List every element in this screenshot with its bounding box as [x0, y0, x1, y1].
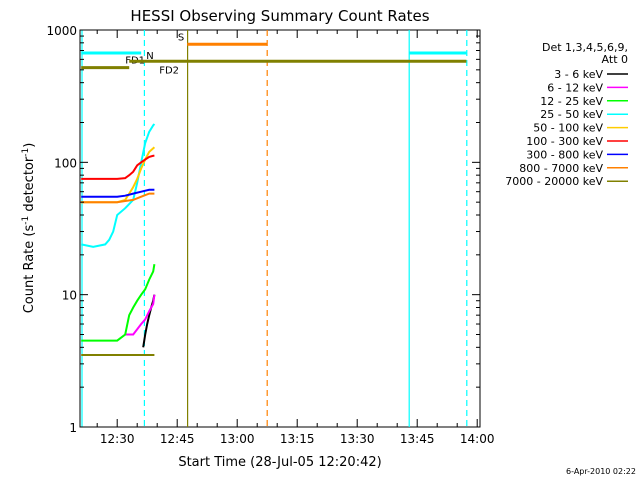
y-tick-label-2: 100: [54, 156, 77, 170]
flag-label-fd2: FD2: [159, 65, 179, 76]
y-axis-label-sup2: -1: [21, 148, 31, 157]
y-axis-label-mid: detector: [22, 156, 37, 216]
x-tick-label-3: 13:15: [280, 432, 315, 446]
series-line-2: [81, 264, 156, 342]
plot-frame: [79, 29, 481, 428]
chart-title: HESSI Observing Summary Count Rates: [130, 7, 429, 25]
x-tick-label-5: 13:45: [400, 432, 435, 446]
series-lines: [81, 123, 156, 356]
y-axis-label: Count Rate (s-1 detector-1): [21, 143, 37, 314]
event-lines: [81, 30, 468, 427]
legend-label-0: 3 - 6 keV: [554, 68, 603, 81]
legend-label-6: 300 - 800 keV: [526, 148, 603, 161]
flag-bars: NSFD1FD2: [81, 32, 467, 76]
series-line-3: [81, 123, 156, 248]
legend-label-8: 7000 - 20000 keV: [505, 175, 603, 188]
y-axis-label-main: Count Rate (s: [22, 225, 37, 314]
legend-label-1: 6 - 12 keV: [547, 81, 603, 94]
series-line-6: [81, 188, 155, 198]
y-tick-label-1: 10: [62, 289, 77, 303]
x-tick-label-1: 12:45: [160, 432, 195, 446]
legend-header-1: Det 1,3,4,5,6,9,: [542, 41, 628, 54]
x-tick-label-4: 13:30: [340, 432, 375, 446]
flag-label-s: S: [178, 32, 184, 43]
y-tick-label-3: 1000: [46, 24, 77, 38]
x-tick-label-6: 14:00: [460, 432, 495, 446]
y-tick-label-0: 1: [69, 421, 77, 435]
legend-header-2: Att 0: [602, 53, 628, 66]
x-tick-label-0: 12:30: [100, 432, 135, 446]
legend-label-4: 50 - 100 keV: [533, 122, 603, 135]
legend-label-2: 12 - 25 keV: [540, 95, 603, 108]
x-axis-ticks: 12:30 12:45 13:00 13:15 13:30 13:45 14:00: [96, 30, 495, 446]
legend-label-7: 800 - 7000 keV: [519, 162, 603, 175]
flag-label-n: N: [146, 51, 153, 62]
plot-area: NSFD1FD2 12:3012:4513:0013:1513:3013:451…: [46, 24, 494, 446]
x-axis-label: Start Time (28-Jul-05 12:20:42): [178, 455, 381, 470]
series-line-5: [81, 154, 155, 180]
legend-label-5: 100 - 300 keV: [526, 135, 603, 148]
series-line-7: [81, 192, 155, 204]
y-axis-label-end: ): [22, 143, 37, 148]
x-tick-label-2: 13:00: [220, 432, 255, 446]
y-axis-ticks: 1 10 100 1000: [46, 24, 480, 435]
legend-label-3: 25 - 50 keV: [540, 108, 603, 121]
series-line-1: [125, 294, 156, 336]
timestamp: 6-Apr-2010 02:22: [566, 467, 636, 476]
y-axis-label-sup1: -1: [21, 216, 31, 225]
